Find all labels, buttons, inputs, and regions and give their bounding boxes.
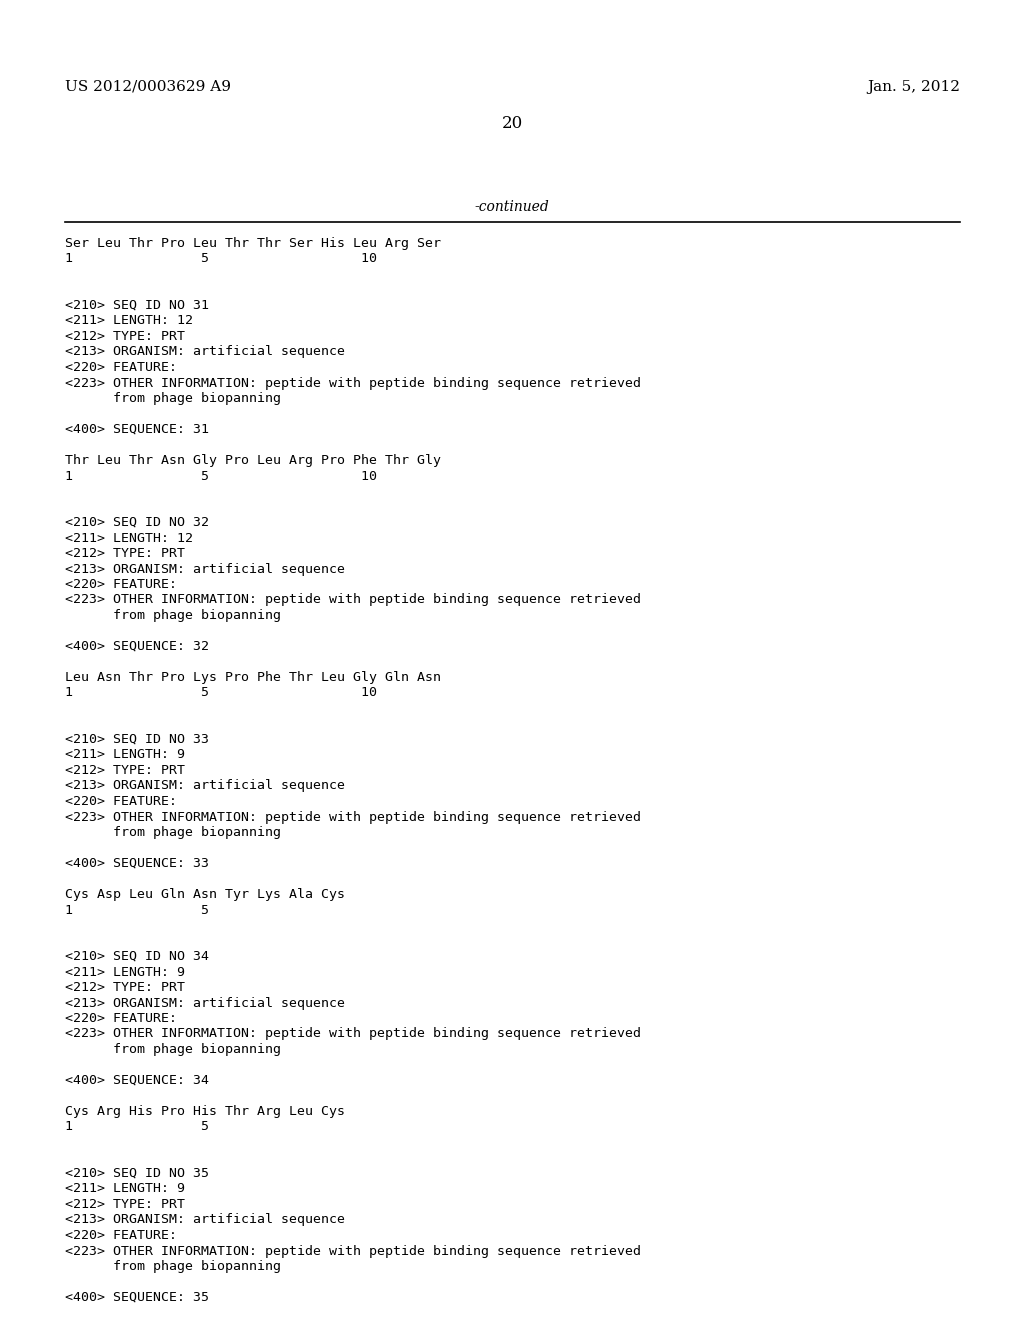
Text: <220> FEATURE:: <220> FEATURE: <box>65 1229 177 1242</box>
Text: <400> SEQUENCE: 33: <400> SEQUENCE: 33 <box>65 857 209 870</box>
Text: <213> ORGANISM: artificial sequence: <213> ORGANISM: artificial sequence <box>65 780 345 792</box>
Text: 1                5                   10: 1 5 10 <box>65 252 377 265</box>
Text: <212> TYPE: PRT: <212> TYPE: PRT <box>65 981 185 994</box>
Text: <211> LENGTH: 9: <211> LENGTH: 9 <box>65 965 185 978</box>
Text: <223> OTHER INFORMATION: peptide with peptide binding sequence retrieved: <223> OTHER INFORMATION: peptide with pe… <box>65 594 641 606</box>
Text: <210> SEQ ID NO 35: <210> SEQ ID NO 35 <box>65 1167 209 1180</box>
Text: <212> TYPE: PRT: <212> TYPE: PRT <box>65 764 185 777</box>
Text: <213> ORGANISM: artificial sequence: <213> ORGANISM: artificial sequence <box>65 1213 345 1226</box>
Text: <223> OTHER INFORMATION: peptide with peptide binding sequence retrieved: <223> OTHER INFORMATION: peptide with pe… <box>65 810 641 824</box>
Text: <212> TYPE: PRT: <212> TYPE: PRT <box>65 1199 185 1210</box>
Text: <210> SEQ ID NO 32: <210> SEQ ID NO 32 <box>65 516 209 529</box>
Text: <213> ORGANISM: artificial sequence: <213> ORGANISM: artificial sequence <box>65 346 345 359</box>
Text: <220> FEATURE:: <220> FEATURE: <box>65 360 177 374</box>
Text: 1                5: 1 5 <box>65 1121 209 1134</box>
Text: from phage biopanning: from phage biopanning <box>65 1043 281 1056</box>
Text: from phage biopanning: from phage biopanning <box>65 392 281 405</box>
Text: Cys Arg His Pro His Thr Arg Leu Cys: Cys Arg His Pro His Thr Arg Leu Cys <box>65 1105 345 1118</box>
Text: <211> LENGTH: 12: <211> LENGTH: 12 <box>65 314 193 327</box>
Text: <211> LENGTH: 9: <211> LENGTH: 9 <box>65 748 185 762</box>
Text: <211> LENGTH: 9: <211> LENGTH: 9 <box>65 1183 185 1196</box>
Text: <220> FEATURE:: <220> FEATURE: <box>65 1012 177 1026</box>
Text: Leu Asn Thr Pro Lys Pro Phe Thr Leu Gly Gln Asn: Leu Asn Thr Pro Lys Pro Phe Thr Leu Gly … <box>65 671 441 684</box>
Text: <400> SEQUENCE: 35: <400> SEQUENCE: 35 <box>65 1291 209 1304</box>
Text: <212> TYPE: PRT: <212> TYPE: PRT <box>65 330 185 343</box>
Text: Jan. 5, 2012: Jan. 5, 2012 <box>867 81 961 94</box>
Text: US 2012/0003629 A9: US 2012/0003629 A9 <box>65 81 231 94</box>
Text: 20: 20 <box>502 115 522 132</box>
Text: <220> FEATURE:: <220> FEATURE: <box>65 795 177 808</box>
Text: from phage biopanning: from phage biopanning <box>65 1261 281 1272</box>
Text: 1                5: 1 5 <box>65 903 209 916</box>
Text: Ser Leu Thr Pro Leu Thr Thr Ser His Leu Arg Ser: Ser Leu Thr Pro Leu Thr Thr Ser His Leu … <box>65 238 441 249</box>
Text: <223> OTHER INFORMATION: peptide with peptide binding sequence retrieved: <223> OTHER INFORMATION: peptide with pe… <box>65 1245 641 1258</box>
Text: -continued: -continued <box>475 201 549 214</box>
Text: 1                5                   10: 1 5 10 <box>65 686 377 700</box>
Text: <400> SEQUENCE: 31: <400> SEQUENCE: 31 <box>65 422 209 436</box>
Text: <210> SEQ ID NO 34: <210> SEQ ID NO 34 <box>65 950 209 964</box>
Text: <213> ORGANISM: artificial sequence: <213> ORGANISM: artificial sequence <box>65 562 345 576</box>
Text: from phage biopanning: from phage biopanning <box>65 826 281 840</box>
Text: <210> SEQ ID NO 33: <210> SEQ ID NO 33 <box>65 733 209 746</box>
Text: Cys Asp Leu Gln Asn Tyr Lys Ala Cys: Cys Asp Leu Gln Asn Tyr Lys Ala Cys <box>65 888 345 902</box>
Text: <400> SEQUENCE: 34: <400> SEQUENCE: 34 <box>65 1074 209 1086</box>
Text: <210> SEQ ID NO 31: <210> SEQ ID NO 31 <box>65 300 209 312</box>
Text: <223> OTHER INFORMATION: peptide with peptide binding sequence retrieved: <223> OTHER INFORMATION: peptide with pe… <box>65 1027 641 1040</box>
Text: <211> LENGTH: 12: <211> LENGTH: 12 <box>65 532 193 544</box>
Text: <400> SEQUENCE: 32: <400> SEQUENCE: 32 <box>65 640 209 653</box>
Text: from phage biopanning: from phage biopanning <box>65 609 281 622</box>
Text: <213> ORGANISM: artificial sequence: <213> ORGANISM: artificial sequence <box>65 997 345 1010</box>
Text: Thr Leu Thr Asn Gly Pro Leu Arg Pro Phe Thr Gly: Thr Leu Thr Asn Gly Pro Leu Arg Pro Phe … <box>65 454 441 467</box>
Text: <223> OTHER INFORMATION: peptide with peptide binding sequence retrieved: <223> OTHER INFORMATION: peptide with pe… <box>65 376 641 389</box>
Text: <212> TYPE: PRT: <212> TYPE: PRT <box>65 546 185 560</box>
Text: 1                5                   10: 1 5 10 <box>65 470 377 483</box>
Text: <220> FEATURE:: <220> FEATURE: <box>65 578 177 591</box>
